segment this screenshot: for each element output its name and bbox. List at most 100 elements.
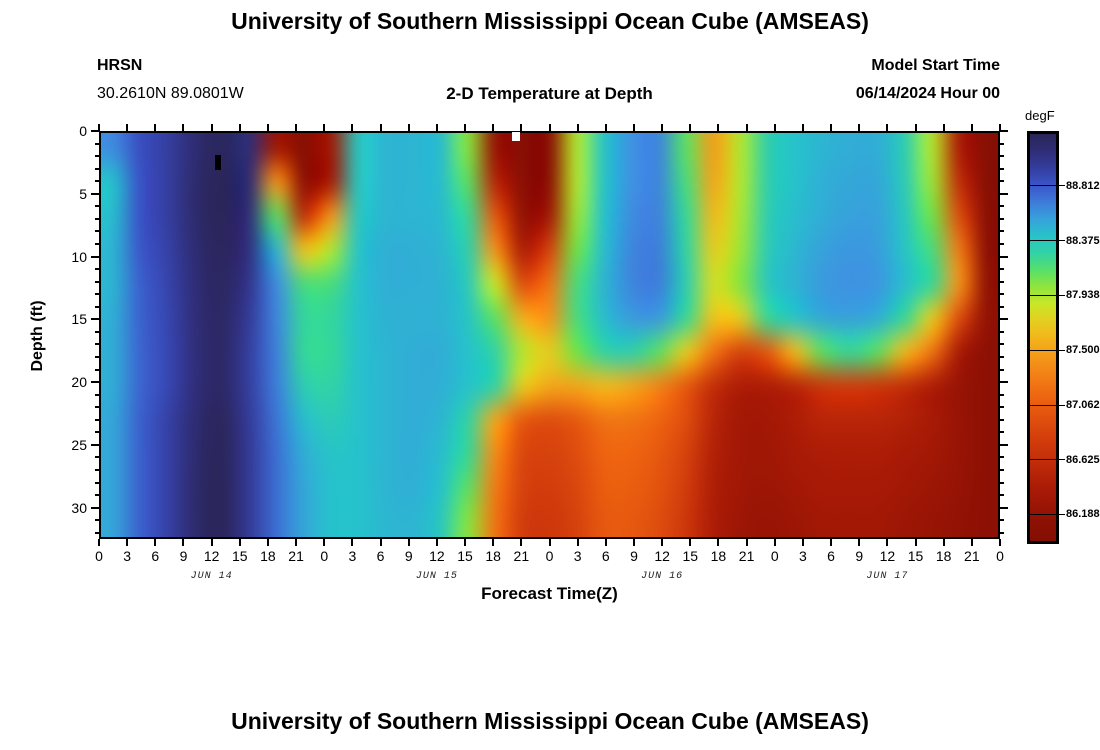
y-tick-minor xyxy=(95,343,99,346)
x-tick-label: 9 xyxy=(630,548,638,564)
x-tick-top xyxy=(886,124,889,131)
x-tick-top xyxy=(970,124,973,131)
y-tick-major xyxy=(91,506,99,509)
y-tick-label: 20 xyxy=(71,374,87,391)
x-tick-label: 21 xyxy=(288,548,304,564)
x-tick-label: 3 xyxy=(799,548,807,564)
colorbar-tick-label: 86.625 xyxy=(1066,453,1100,466)
x-tick-top xyxy=(435,124,438,131)
x-tick-label: 6 xyxy=(376,548,385,564)
observation-marker-white xyxy=(511,131,520,141)
y-tick-minor-right xyxy=(1000,393,1004,396)
x-tick-label: 21 xyxy=(738,548,755,564)
x-tick xyxy=(942,539,945,546)
x-tick xyxy=(98,539,100,546)
y-tick-major xyxy=(91,318,99,321)
station-id: HRSN xyxy=(97,57,143,74)
x-tick-top xyxy=(576,124,579,131)
x-tick-label: 12 xyxy=(879,548,896,564)
x-tick-top xyxy=(548,124,551,131)
y-tick-minor xyxy=(95,368,99,371)
x-tick xyxy=(999,539,1001,546)
colorbar-tick xyxy=(1027,513,1065,515)
x-tick-label: 15 xyxy=(907,548,924,564)
y-tick-major-right xyxy=(1000,130,1008,132)
y-tick-minor-right xyxy=(1000,155,1004,158)
x-date-label: JUN 17 xyxy=(866,571,909,582)
x-tick-top xyxy=(98,124,100,131)
y-tick-minor-right xyxy=(1000,268,1004,271)
y-tick-major xyxy=(91,130,99,132)
x-tick-label: 0 xyxy=(770,548,779,564)
x-tick xyxy=(379,539,382,546)
y-tick-major-right xyxy=(1000,381,1008,384)
x-tick-top xyxy=(830,124,833,131)
y-tick-minor-right xyxy=(1000,293,1004,296)
x-tick xyxy=(801,539,804,546)
colorbar-tick-label: 87.938 xyxy=(1066,289,1100,302)
x-tick-label: 6 xyxy=(151,548,160,564)
x-tick xyxy=(182,539,185,546)
y-tick-minor-right xyxy=(1000,494,1004,497)
x-tick xyxy=(407,539,410,546)
colorbar-units-label: degF xyxy=(1025,108,1055,123)
x-tick-top xyxy=(604,124,607,131)
page-title: University of Southern Mississippi Ocean… xyxy=(231,8,869,34)
station-coordinates: 30.2610N 89.0801W xyxy=(97,85,244,102)
x-tick-top xyxy=(492,124,495,131)
y-tick-minor xyxy=(95,494,99,497)
x-tick xyxy=(604,539,607,546)
x-tick-label: 9 xyxy=(404,548,413,564)
y-tick-label: 30 xyxy=(71,499,87,516)
x-date-label: JUN 16 xyxy=(641,571,684,582)
colorbar-tick xyxy=(1027,459,1065,461)
x-tick xyxy=(689,539,692,546)
x-tick-top xyxy=(801,124,804,131)
y-tick-minor-right xyxy=(1000,343,1004,346)
x-tick-label: 12 xyxy=(654,548,670,564)
y-tick-minor-right xyxy=(1000,355,1004,358)
x-tick-top xyxy=(351,124,354,131)
y-tick-minor-right xyxy=(1000,431,1004,434)
y-tick-minor xyxy=(95,142,99,145)
x-tick-label: 18 xyxy=(485,548,501,564)
y-tick-major xyxy=(91,255,99,258)
x-tick xyxy=(548,539,551,546)
x-tick xyxy=(520,539,523,546)
colorbar-tick-label: 86.188 xyxy=(1066,508,1100,521)
x-tick xyxy=(858,539,861,546)
x-tick-top xyxy=(632,124,635,131)
x-tick xyxy=(154,539,157,546)
x-tick-top xyxy=(942,124,945,131)
x-tick xyxy=(773,539,776,546)
x-tick-top xyxy=(323,124,326,131)
x-tick-top xyxy=(126,124,129,131)
y-tick-major-right xyxy=(1000,192,1008,195)
x-tick-label: 15 xyxy=(682,548,699,564)
x-axis-title: Forecast Time(Z) xyxy=(481,584,618,603)
y-tick-label: 10 xyxy=(71,248,87,265)
colorbar-tick-label: 87.500 xyxy=(1066,344,1100,357)
y-tick-label: 0 xyxy=(79,123,87,139)
x-tick-label: 0 xyxy=(320,548,329,564)
x-tick xyxy=(210,539,213,546)
y-tick-major-right xyxy=(1000,506,1008,509)
x-tick-label: 6 xyxy=(827,548,835,564)
y-tick-label: 25 xyxy=(71,436,87,453)
x-tick xyxy=(576,539,579,546)
y-tick-minor xyxy=(95,355,99,358)
y-tick-major xyxy=(91,381,99,384)
x-tick-top xyxy=(182,124,185,131)
x-tick-top xyxy=(379,124,382,131)
x-tick xyxy=(970,539,973,546)
y-tick-minor xyxy=(95,242,99,245)
plot-frame xyxy=(99,131,1000,539)
x-tick xyxy=(632,539,635,546)
y-tick-major-right xyxy=(1000,255,1008,258)
x-tick-top xyxy=(210,124,213,131)
x-tick-label: 3 xyxy=(573,548,582,564)
colorbar xyxy=(1027,131,1059,544)
y-tick-minor xyxy=(95,456,99,459)
y-tick-minor-right xyxy=(1000,531,1004,534)
